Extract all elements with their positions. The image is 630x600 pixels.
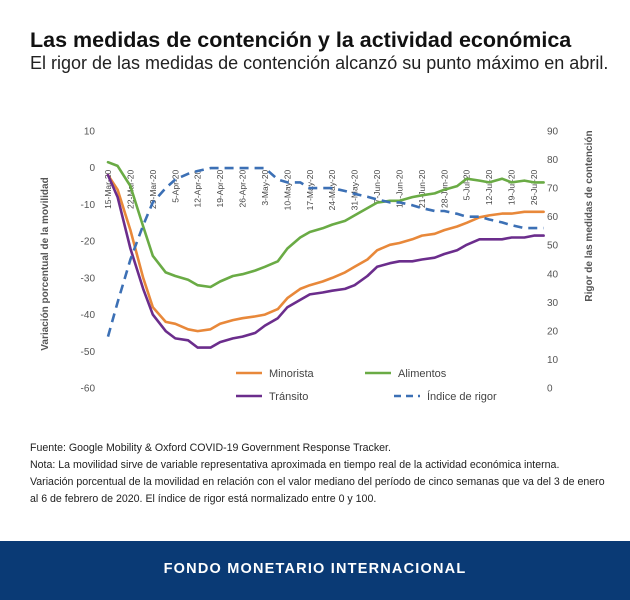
y2-tick-label: 80 <box>547 155 559 166</box>
y2-tick-label: 60 <box>547 212 559 223</box>
x-tick-label: 3-May-20 <box>260 169 270 205</box>
source-note: Fuente: Google Mobility & Oxford COVID-1… <box>30 442 391 454</box>
x-tick-label: 15-Mar-20 <box>103 169 113 208</box>
chart-notes: Fuente: Google Mobility & Oxford COVID-1… <box>30 440 615 508</box>
x-tick-label: 24-May-20 <box>327 169 337 210</box>
y-tick-label: -40 <box>81 310 96 321</box>
y-tick-label: -10 <box>81 200 96 211</box>
y2-axis-label: Rigor de las medidas de contención <box>584 130 595 301</box>
y2-tick-label: 40 <box>547 269 559 280</box>
series-line-tr-nsito <box>106 173 545 349</box>
y-tick-label: -20 <box>81 237 96 248</box>
legend-label: Índice de rigor <box>427 390 497 403</box>
series-line-alimentos <box>106 160 545 289</box>
y-tick-label: -30 <box>81 273 96 284</box>
legend-label: Tránsito <box>269 391 308 403</box>
x-tick-label: 17-May-20 <box>305 169 315 210</box>
explanatory-note-2: Variación porcentual de la movilidad en … <box>30 476 605 505</box>
y2-tick-label: 50 <box>547 241 559 252</box>
series-line--ndice-de-rigor <box>106 166 544 337</box>
x-tick-label: 10-May-20 <box>282 169 292 210</box>
y-axis-label: Variación porcentual de la movilidad <box>40 177 51 350</box>
legend-label: Minorista <box>269 368 315 380</box>
x-tick-label: 5-Apr-20 <box>170 169 180 202</box>
y2-tick-label: 20 <box>547 326 559 337</box>
y2-tick-label: 70 <box>547 184 559 195</box>
x-tick-label: 12-Jul-20 <box>484 169 494 205</box>
page-subtitle: El rigor de las medidas de contención al… <box>30 53 609 73</box>
x-tick-label: 21-Jun-20 <box>417 169 427 208</box>
explanatory-note: Nota: La movilidad sirve de variable rep… <box>30 459 560 471</box>
x-tick-label: 19-Apr-20 <box>215 169 225 207</box>
footer-banner: FONDO MONETARIO INTERNACIONAL <box>0 541 630 600</box>
x-tick-label: 31-May-20 <box>350 169 360 210</box>
y2-tick-label: 0 <box>547 384 553 395</box>
y-tick-label: -50 <box>81 347 96 358</box>
series-line-minorista <box>106 173 545 333</box>
footer-label: FONDO MONETARIO INTERNACIONAL <box>163 561 467 577</box>
y2-tick-label: 30 <box>547 298 559 309</box>
page-title: Las medidas de contención y la actividad… <box>30 28 572 52</box>
y-tick-label: 10 <box>84 127 96 138</box>
x-tick-label: 7-Jun-20 <box>372 169 382 203</box>
y-tick-label: 0 <box>89 163 95 174</box>
x-tick-label: 26-Apr-20 <box>238 169 248 207</box>
legend-label: Alimentos <box>398 368 447 380</box>
x-tick-label: 14-Jun-20 <box>394 169 404 208</box>
y2-tick-label: 90 <box>547 127 559 138</box>
y2-tick-label: 10 <box>547 355 559 366</box>
x-tick-label: 29-Mar-20 <box>148 169 158 208</box>
x-tick-label: 12-Apr-20 <box>193 169 203 207</box>
y-tick-label: -60 <box>81 384 96 395</box>
x-tick-label: 19-Jul-20 <box>507 169 517 205</box>
x-tick-label: 5-Jul-20 <box>462 169 472 200</box>
x-tick-label: 26-Jul-20 <box>529 169 539 205</box>
mobility-stringency-chart: 10 0 -10 -20 -30 -40 -50 -60 90 80 70 60 50 40 30 20 10… <box>40 127 595 404</box>
